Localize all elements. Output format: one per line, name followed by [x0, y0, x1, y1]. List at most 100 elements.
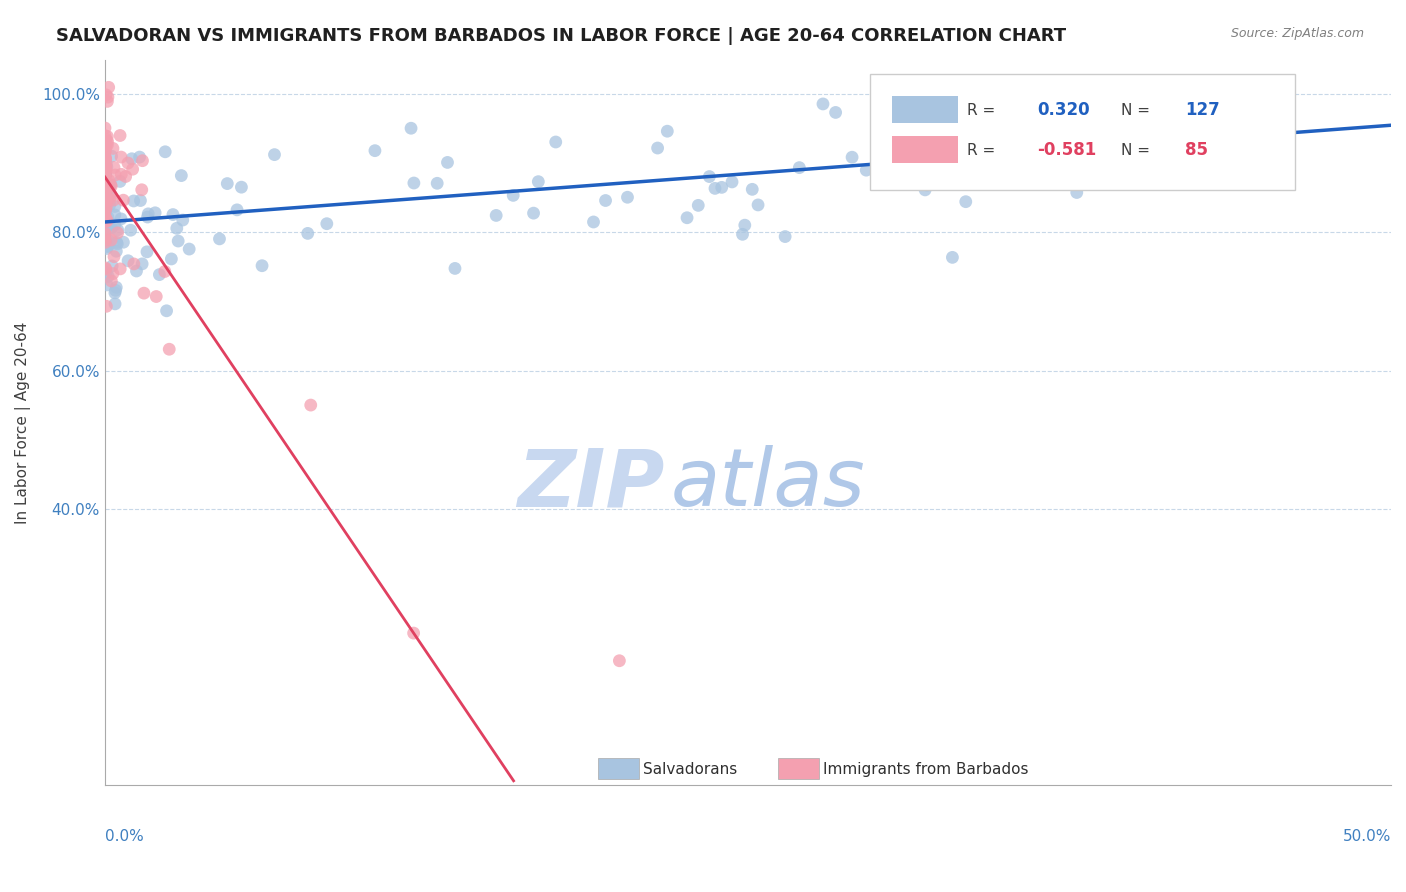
Point — [105, 236, 128, 251]
Point — [104, 297, 127, 311]
Point — [1223, 107, 1246, 121]
Point — [94, 163, 117, 178]
Point — [97, 219, 120, 233]
Point — [217, 177, 239, 191]
Point — [866, 145, 889, 160]
Point — [226, 202, 249, 217]
Point — [263, 147, 285, 161]
Point — [991, 169, 1014, 183]
Text: -0.581: -0.581 — [1038, 141, 1097, 160]
Point — [811, 97, 834, 112]
Point — [94, 168, 117, 182]
Point — [155, 145, 177, 159]
Point — [208, 232, 231, 246]
Point — [94, 153, 117, 167]
Point — [112, 235, 135, 250]
Point — [110, 150, 132, 164]
Point — [94, 159, 117, 173]
Point — [97, 179, 120, 194]
Point — [955, 194, 977, 209]
Point — [131, 153, 153, 168]
Point — [117, 156, 139, 170]
Point — [96, 242, 118, 256]
Point — [94, 262, 117, 277]
Point — [1050, 141, 1073, 155]
Point — [122, 257, 145, 271]
Text: N =: N = — [1121, 103, 1150, 118]
Point — [100, 220, 122, 235]
Point — [120, 223, 142, 237]
Point — [97, 179, 120, 194]
Point — [100, 179, 122, 194]
Point — [402, 626, 425, 640]
Text: 0.0%: 0.0% — [105, 829, 143, 844]
Point — [108, 174, 131, 188]
Point — [96, 240, 118, 254]
Point — [94, 151, 117, 165]
Point — [657, 124, 679, 138]
Point — [94, 210, 117, 224]
Point — [94, 138, 117, 153]
Point — [94, 170, 117, 185]
Point — [616, 190, 638, 204]
Point — [122, 194, 145, 208]
Text: R =: R = — [966, 143, 995, 158]
Point — [734, 218, 756, 232]
Point — [94, 194, 117, 208]
Point — [105, 280, 128, 294]
FancyBboxPatch shape — [778, 757, 818, 780]
Point — [1088, 109, 1111, 123]
Point — [94, 159, 117, 173]
Point — [121, 152, 143, 166]
Point — [94, 162, 117, 177]
Point — [96, 157, 118, 171]
Point — [94, 136, 117, 151]
Point — [105, 235, 128, 250]
Point — [155, 303, 177, 318]
Point — [96, 179, 118, 194]
Point — [172, 213, 194, 227]
Point — [250, 259, 273, 273]
Point — [96, 277, 118, 292]
Point — [96, 193, 118, 207]
Point — [121, 162, 143, 177]
Point — [94, 135, 117, 149]
Text: N =: N = — [1121, 143, 1150, 158]
Point — [100, 274, 122, 288]
Point — [96, 178, 118, 192]
Point — [96, 95, 118, 109]
Point — [94, 87, 117, 102]
Point — [544, 135, 567, 149]
Point — [94, 203, 117, 218]
Point — [914, 183, 936, 197]
Point — [125, 264, 148, 278]
FancyBboxPatch shape — [891, 136, 957, 163]
Point — [94, 168, 117, 182]
Point — [143, 206, 166, 220]
Text: Source: ZipAtlas.com: Source: ZipAtlas.com — [1230, 27, 1364, 40]
Point — [315, 217, 337, 231]
Point — [647, 141, 669, 155]
Point — [136, 244, 159, 259]
Point — [1201, 123, 1223, 137]
Point — [94, 233, 117, 247]
Point — [104, 285, 127, 300]
Point — [1024, 116, 1046, 130]
Point — [96, 184, 118, 198]
Point — [100, 178, 122, 192]
Point — [94, 166, 117, 180]
Point — [94, 200, 117, 214]
Point — [824, 105, 846, 120]
Point — [96, 299, 118, 313]
Point — [297, 227, 319, 241]
Point — [108, 128, 131, 143]
Point — [721, 175, 744, 189]
Point — [609, 654, 631, 668]
Point — [731, 227, 754, 242]
Point — [96, 200, 118, 214]
Point — [747, 198, 769, 212]
Point — [789, 161, 811, 175]
Point — [94, 205, 117, 219]
Point — [94, 227, 117, 242]
Point — [94, 150, 117, 164]
